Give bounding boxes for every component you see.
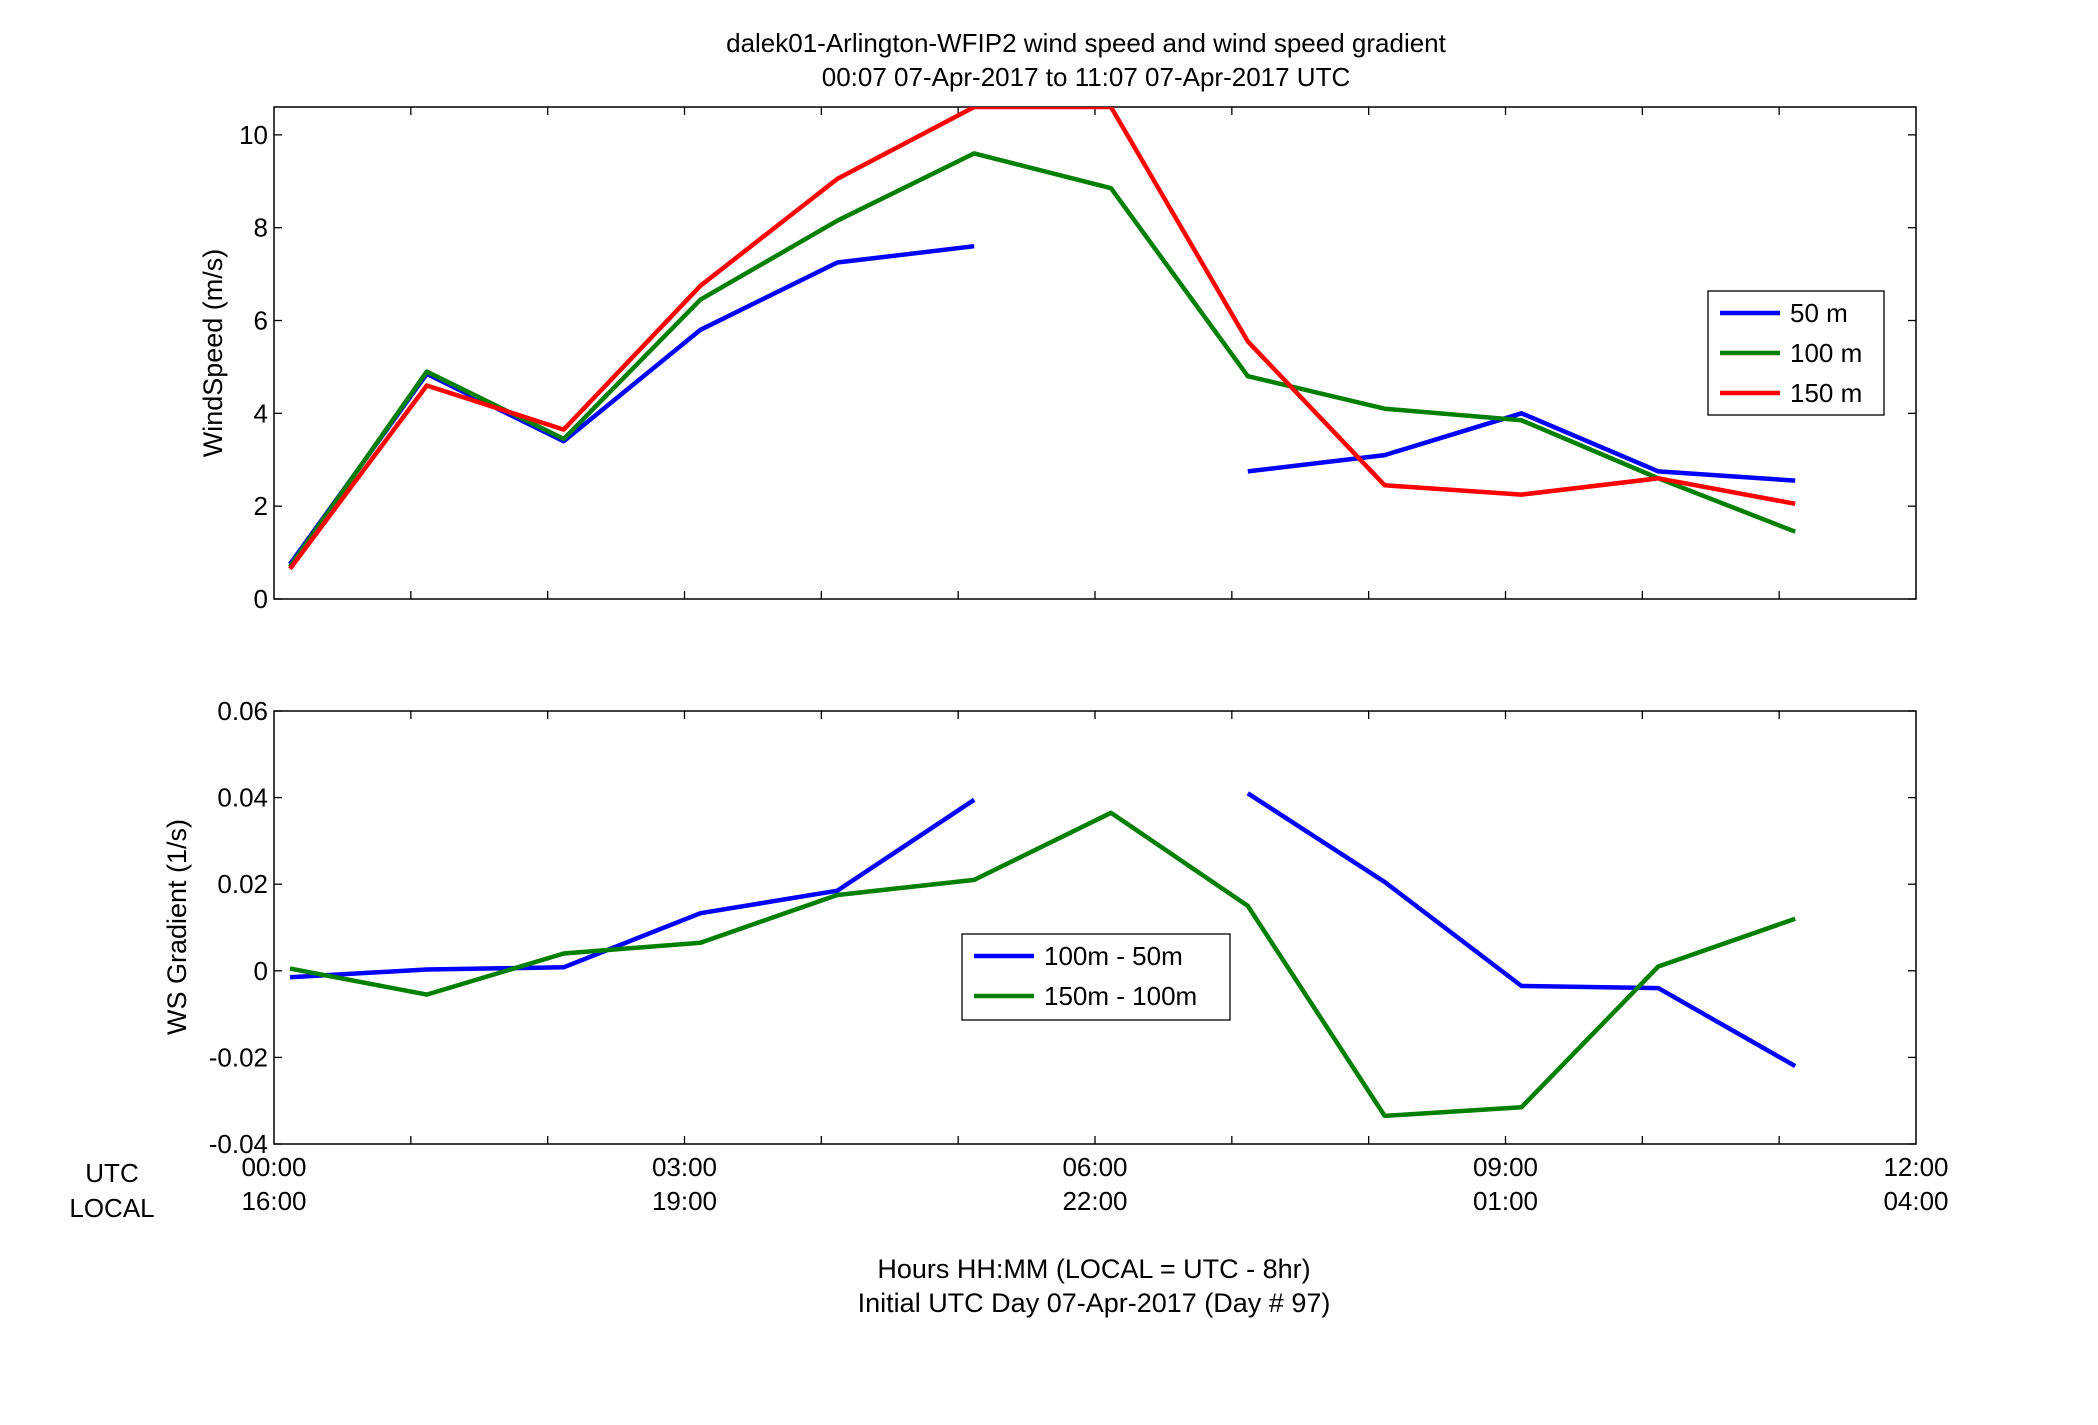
windspeed-series-line-3 — [288, 107, 1796, 571]
windspeed-series-line-1 — [288, 243, 1796, 566]
gradient-series — [289, 791, 1797, 1119]
x-axis-label-line1: Hours HH:MM (LOCAL = UTC - 8hr) — [877, 1254, 1310, 1284]
gradient-plot-frame — [273, 710, 1917, 1145]
windspeed-plot-frame — [273, 106, 1917, 600]
x-tick-label-local: 01:00 — [1473, 1186, 1538, 1216]
windspeed-ytick-label: 0 — [254, 584, 268, 614]
x-tick-label-local: 04:00 — [1883, 1186, 1948, 1216]
gradient-ticks: -0.04 -0.02 0 0.02 0.04 0.06 — [209, 696, 1916, 1159]
chart-title-line2: 00:07 07-Apr-2017 to 11:07 07-Apr-2017 U… — [822, 62, 1351, 92]
gradient-ytick-label: -0.04 — [209, 1129, 268, 1159]
gradient-legend-box — [961, 933, 1231, 1021]
windspeed-ytick-label: 4 — [254, 398, 268, 428]
x-tick-label-utc: 00:00 — [241, 1152, 306, 1182]
gradient-series-line-2 — [289, 810, 1796, 1119]
gradient-ytick-label: -0.02 — [209, 1042, 268, 1072]
row-label-local: LOCAL — [69, 1193, 154, 1223]
windspeed-legend-label: 50 m — [1790, 298, 1848, 328]
gradient-ytick-label: 0 — [254, 956, 268, 986]
windspeed-ytick-label: 6 — [254, 306, 268, 336]
gradient-legend-label: 150m - 100m — [1044, 981, 1197, 1011]
windspeed-series-line-2 — [288, 151, 1797, 568]
windspeed-panel: 0 2 4 6 8 10 WindSpeed (m/s) 50 m 100 m 150 m — [198, 106, 1917, 614]
windspeed-ticks: 0 2 4 6 8 10 — [239, 107, 1916, 614]
x-tick-label-utc: 06:00 — [1062, 1152, 1127, 1182]
windspeed-legend-label: 100 m — [1790, 338, 1862, 368]
windspeed-ytick-label: 8 — [254, 213, 268, 243]
gradient-series-line-1 — [289, 791, 1797, 1069]
x-tick-label-local: 19:00 — [652, 1186, 717, 1216]
chart-title-line1: dalek01-Arlington-WFIP2 wind speed and w… — [726, 28, 1447, 58]
windspeed-ylabel: WindSpeed (m/s) — [198, 249, 228, 458]
x-axis-label-line2: Initial UTC Day 07-Apr-2017 (Day # 97) — [858, 1288, 1331, 1318]
x-tick-label-utc: 09:00 — [1473, 1152, 1538, 1182]
windspeed-legend: 50 m 100 m 150 m — [1707, 290, 1885, 416]
x-tick-labels: 00:00 16:00 03:00 19:00 06:00 22:00 09:00 01:00… — [241, 1152, 1948, 1216]
x-tick-label-utc: 12:00 — [1883, 1152, 1948, 1182]
windspeed-ytick-label: 2 — [254, 491, 268, 521]
gradient-ytick-label: 0.02 — [217, 869, 268, 899]
row-label-utc: UTC — [85, 1158, 138, 1188]
gradient-legend-label: 100m - 50m — [1044, 941, 1183, 971]
gradient-ylabel: WS Gradient (1/s) — [162, 819, 192, 1035]
gradient-legend: 100m - 50m 150m - 100m — [961, 933, 1231, 1021]
x-tick-label-utc: 03:00 — [652, 1152, 717, 1182]
gradient-ytick-label: 0.06 — [217, 696, 268, 726]
gradient-ytick-label: 0.04 — [217, 783, 268, 813]
x-tick-label-local: 16:00 — [241, 1186, 306, 1216]
gradient-panel: -0.04 -0.02 0 0.02 0.04 0.06 WS Gradient (1/s… — [162, 696, 1917, 1159]
windspeed-series — [288, 107, 1797, 571]
x-tick-label-local: 22:00 — [1062, 1186, 1127, 1216]
windspeed-ytick-label: 10 — [239, 120, 268, 150]
windspeed-legend-label: 150 m — [1790, 378, 1862, 408]
